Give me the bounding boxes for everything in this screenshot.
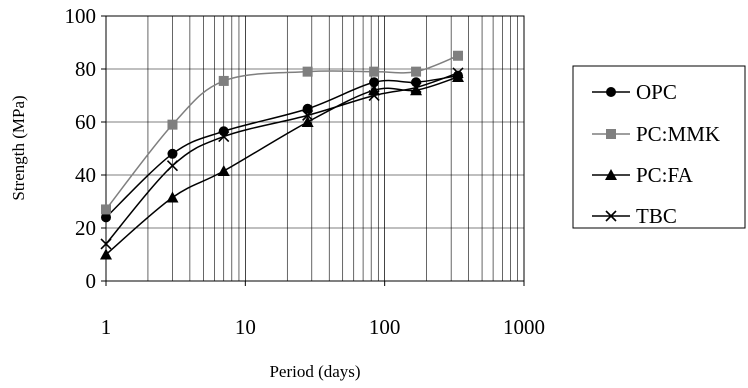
data-point-pc-fa [100, 248, 112, 260]
legend-marker-opc [606, 87, 616, 97]
legend-item-tbc: TBC [592, 204, 677, 228]
data-point-opc [167, 148, 178, 159]
series-line-opc [105, 74, 459, 218]
data-point-pc-mmk [167, 119, 178, 130]
series-layer [100, 50, 465, 260]
y-tick-label: 100 [65, 4, 97, 28]
series-opc [101, 70, 464, 223]
legend-box [572, 65, 746, 229]
series-line-pc-mmk [105, 55, 459, 210]
data-point-pc-fa [410, 84, 423, 96]
data-point-tbc [218, 131, 230, 143]
data-point-opc [302, 103, 313, 114]
legend-label-pc-mmk: PC:MMK [636, 122, 720, 146]
series-pc-mmk [101, 50, 464, 215]
y-tick-label: 80 [75, 57, 96, 81]
data-point-opc [101, 212, 111, 223]
x-tick-label: 100 [369, 315, 401, 339]
data-point-tbc [452, 67, 464, 79]
x-tick-label: 1 [101, 315, 112, 339]
grid-lines [106, 16, 524, 281]
y-tick-label: 40 [75, 163, 96, 187]
data-point-tbc [410, 81, 422, 94]
series-pc-fa [100, 70, 465, 260]
data-point-tbc [368, 89, 380, 102]
data-point-pc-mmk [101, 204, 111, 215]
legend-label-opc: OPC [636, 80, 677, 104]
y-axis: 0 20 40 60 80 100 [65, 4, 106, 293]
data-point-pc-fa [301, 116, 314, 127]
y-axis-label: Strength (MPa) [9, 95, 28, 200]
legend: OPC PC:MMK PC:FA TBC [572, 65, 746, 229]
legend-marker-pc-mmk [606, 129, 616, 139]
legend-label-pc-fa: PC:FA [636, 163, 694, 187]
legend-item-opc: OPC [592, 80, 677, 104]
data-point-pc-mmk [302, 66, 313, 77]
data-point-tbc [100, 238, 112, 250]
legend-marker-tbc [605, 210, 617, 222]
y-tick-label: 60 [75, 110, 96, 134]
data-point-pc-mmk [453, 50, 464, 61]
data-point-pc-fa [452, 70, 465, 82]
legend-item-pc-mmk: PC:MMK [592, 122, 720, 146]
data-point-opc [369, 77, 380, 88]
legend-item-pc-fa: PC:FA [592, 163, 694, 187]
series-line-tbc [105, 72, 459, 245]
x-axis-label: Period (days) [269, 362, 360, 381]
data-point-pc-mmk [369, 66, 380, 77]
data-point-pc-mmk [218, 75, 229, 86]
y-tick-label: 20 [75, 216, 96, 240]
plot-area-frame [105, 15, 525, 282]
x-tick-label: 1000 [503, 315, 545, 339]
legend-marker-pc-fa [605, 169, 617, 180]
data-point-pc-fa [166, 191, 179, 203]
data-point-pc-fa [217, 165, 230, 177]
y-tick-label: 0 [86, 269, 97, 293]
x-tick-label: 10 [235, 315, 256, 339]
legend-label-tbc: TBC [636, 204, 677, 228]
series-tbc [100, 67, 464, 250]
data-point-pc-mmk [411, 66, 422, 77]
data-point-tbc [302, 109, 314, 121]
x-axis: 1 10 100 1000 [101, 281, 545, 339]
data-point-tbc [166, 160, 179, 172]
